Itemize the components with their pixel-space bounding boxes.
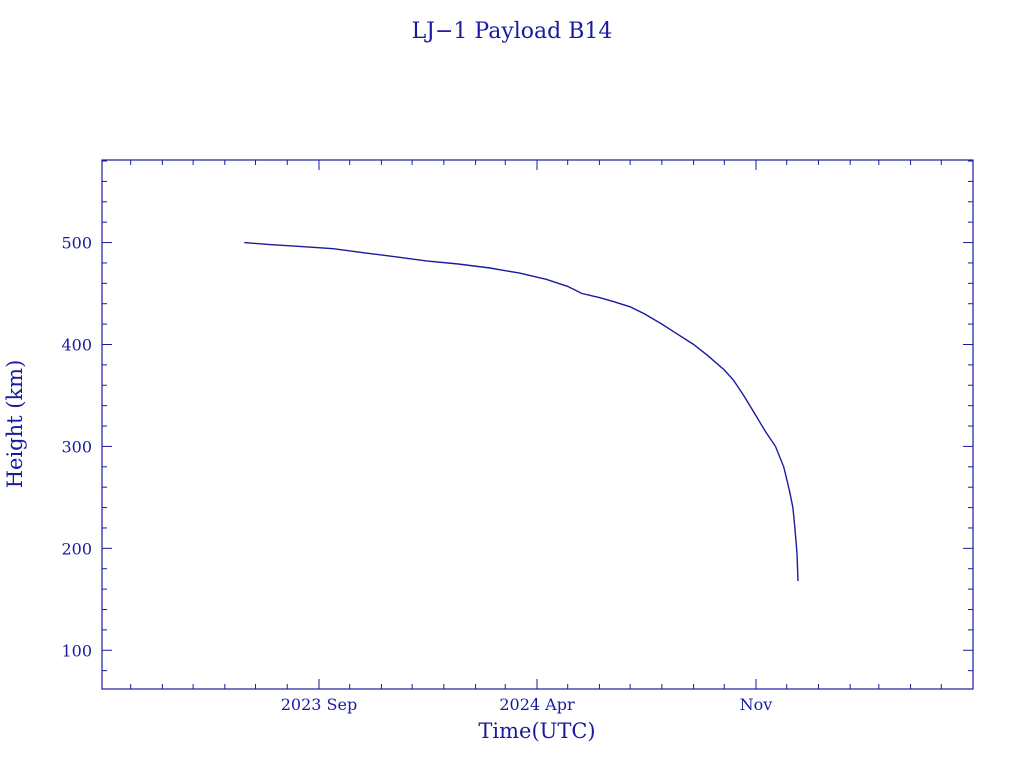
chart-title: LJ−1 Payload B14 (412, 19, 613, 44)
y-tick-label: 100 (61, 641, 92, 660)
y-tick-label: 500 (61, 234, 92, 253)
plot-frame (101, 159, 974, 690)
x-axis: 2023 Sep 2024 Apr Nov (130, 160, 974, 714)
x-tick-label: 2024 Apr (499, 695, 575, 714)
y-axis-label: Height (km) (3, 360, 27, 489)
x-tick-label: 2023 Sep (281, 695, 357, 714)
y-tick-label: 200 (61, 539, 92, 558)
x-axis-label: Time(UTC) (478, 719, 595, 743)
y-tick-label: 300 (61, 437, 92, 456)
y-tick-label: 400 (61, 335, 92, 354)
x-tick-label: Nov (740, 695, 773, 714)
y-axis: 100 200 300 400 500 (61, 160, 973, 672)
height-series-line (244, 241, 799, 582)
